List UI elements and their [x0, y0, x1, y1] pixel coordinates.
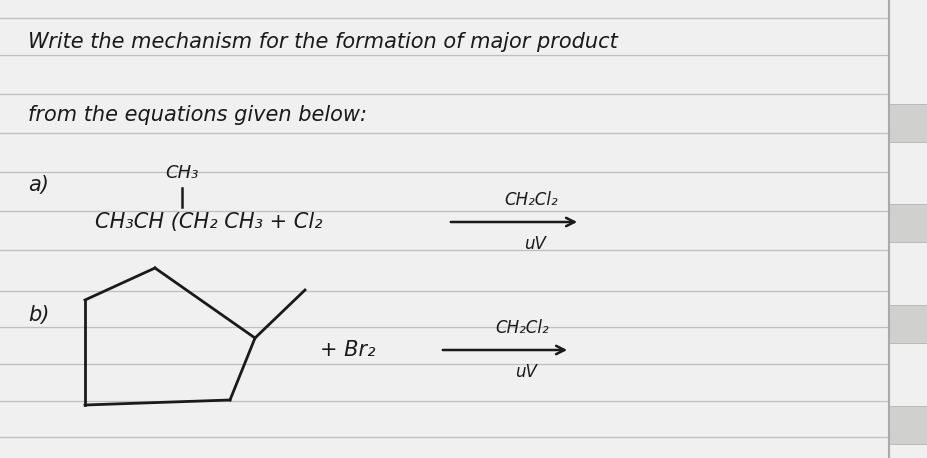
Text: Write the mechanism for the formation of major product: Write the mechanism for the formation of… [28, 32, 617, 52]
Bar [888, 204, 927, 242]
Text: uV: uV [514, 363, 537, 381]
Bar [888, 305, 927, 343]
Text: + Br₂: + Br₂ [320, 340, 375, 360]
Bar [888, 104, 927, 142]
Text: CH₂Cl₂: CH₂Cl₂ [503, 191, 557, 209]
Text: CH₃CH (CH₂ CH₃ + Cl₂: CH₃CH (CH₂ CH₃ + Cl₂ [95, 212, 323, 232]
Text: uV: uV [524, 235, 545, 253]
Text: from the equations given below:: from the equations given below: [28, 105, 366, 125]
Text: b): b) [28, 305, 49, 325]
Text: CH₃: CH₃ [165, 164, 198, 182]
Text: a): a) [28, 175, 49, 195]
Text: CH₂Cl₂: CH₂Cl₂ [494, 319, 548, 337]
Bar [888, 406, 927, 444]
